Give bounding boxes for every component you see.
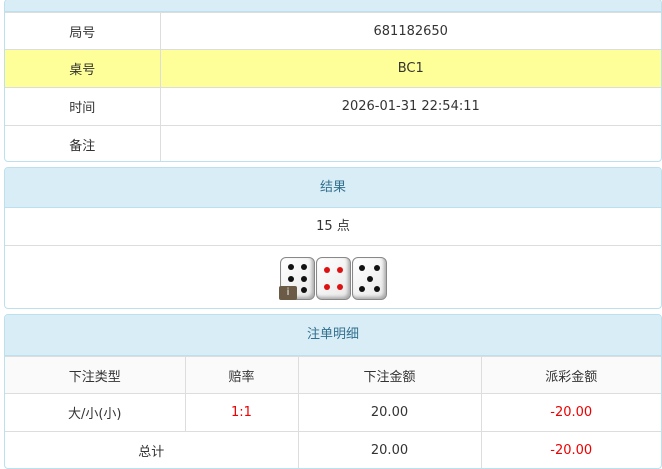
info-badge-icon[interactable]: i xyxy=(279,286,297,300)
dice-pip xyxy=(287,264,294,271)
header-type: 下注类型 xyxy=(5,356,186,394)
bet-amount: 20.00 xyxy=(297,393,482,432)
dice-pip xyxy=(373,265,380,272)
info-header xyxy=(5,0,661,12)
value: BC1 xyxy=(159,49,661,88)
dice-pip xyxy=(301,275,308,282)
dice-pip xyxy=(366,275,373,282)
total-payout: -20.00 xyxy=(480,431,661,468)
value: 2026-01-31 22:54:11 xyxy=(159,87,661,126)
bet-type: 大/小(小) xyxy=(5,393,186,432)
dice-pip xyxy=(337,267,344,274)
dice-pip xyxy=(337,283,344,290)
table-row: 大/小(小) 1:1 20.00 -20.00 xyxy=(5,393,661,432)
value xyxy=(159,125,661,161)
info-panel: 局号 681182650 桌号 BC1 时间 2026-01-31 22:54:11 … xyxy=(4,0,662,162)
label: 时间 xyxy=(5,87,161,126)
dice-pip xyxy=(359,285,366,292)
result-points: 15 点 xyxy=(5,208,661,246)
total-amount: 20.00 xyxy=(297,431,482,468)
dice-pip xyxy=(323,283,330,290)
header-amount: 下注金额 xyxy=(297,356,482,394)
bets-panel: 注单明细 下注类型 赔率 下注金额 派彩金额 大/小(小) 1:1 20.00 … xyxy=(4,314,662,469)
dice-pip xyxy=(373,285,380,292)
dice-5-icon xyxy=(352,257,387,300)
dice-pip xyxy=(359,265,366,272)
value: 681182650 xyxy=(159,12,661,50)
dice-pip xyxy=(287,275,294,282)
dice-pip xyxy=(301,286,308,293)
dice-pip xyxy=(301,264,308,271)
table-header: 下注类型 赔率 下注金额 派彩金额 xyxy=(5,356,661,394)
label: 局号 xyxy=(5,12,161,50)
dice-pip xyxy=(323,267,330,274)
row-table: 桌号 BC1 xyxy=(5,49,661,88)
row-round: 局号 681182650 xyxy=(5,12,661,50)
label: 备注 xyxy=(5,125,161,161)
result-title: 结果 xyxy=(5,168,661,208)
total-label: 总计 xyxy=(5,431,299,468)
row-note: 备注 xyxy=(5,125,661,161)
row-time: 时间 2026-01-31 22:54:11 xyxy=(5,87,661,126)
header-payout: 派彩金额 xyxy=(480,356,661,394)
header-odds: 赔率 xyxy=(184,356,299,394)
bets-title: 注单明细 xyxy=(5,315,661,356)
bet-odds: 1:1 xyxy=(184,393,299,432)
dice-4-icon xyxy=(316,257,351,300)
label: 桌号 xyxy=(5,49,161,88)
bet-payout: -20.00 xyxy=(480,393,661,432)
total-row: 总计 20.00 -20.00 xyxy=(5,431,661,468)
